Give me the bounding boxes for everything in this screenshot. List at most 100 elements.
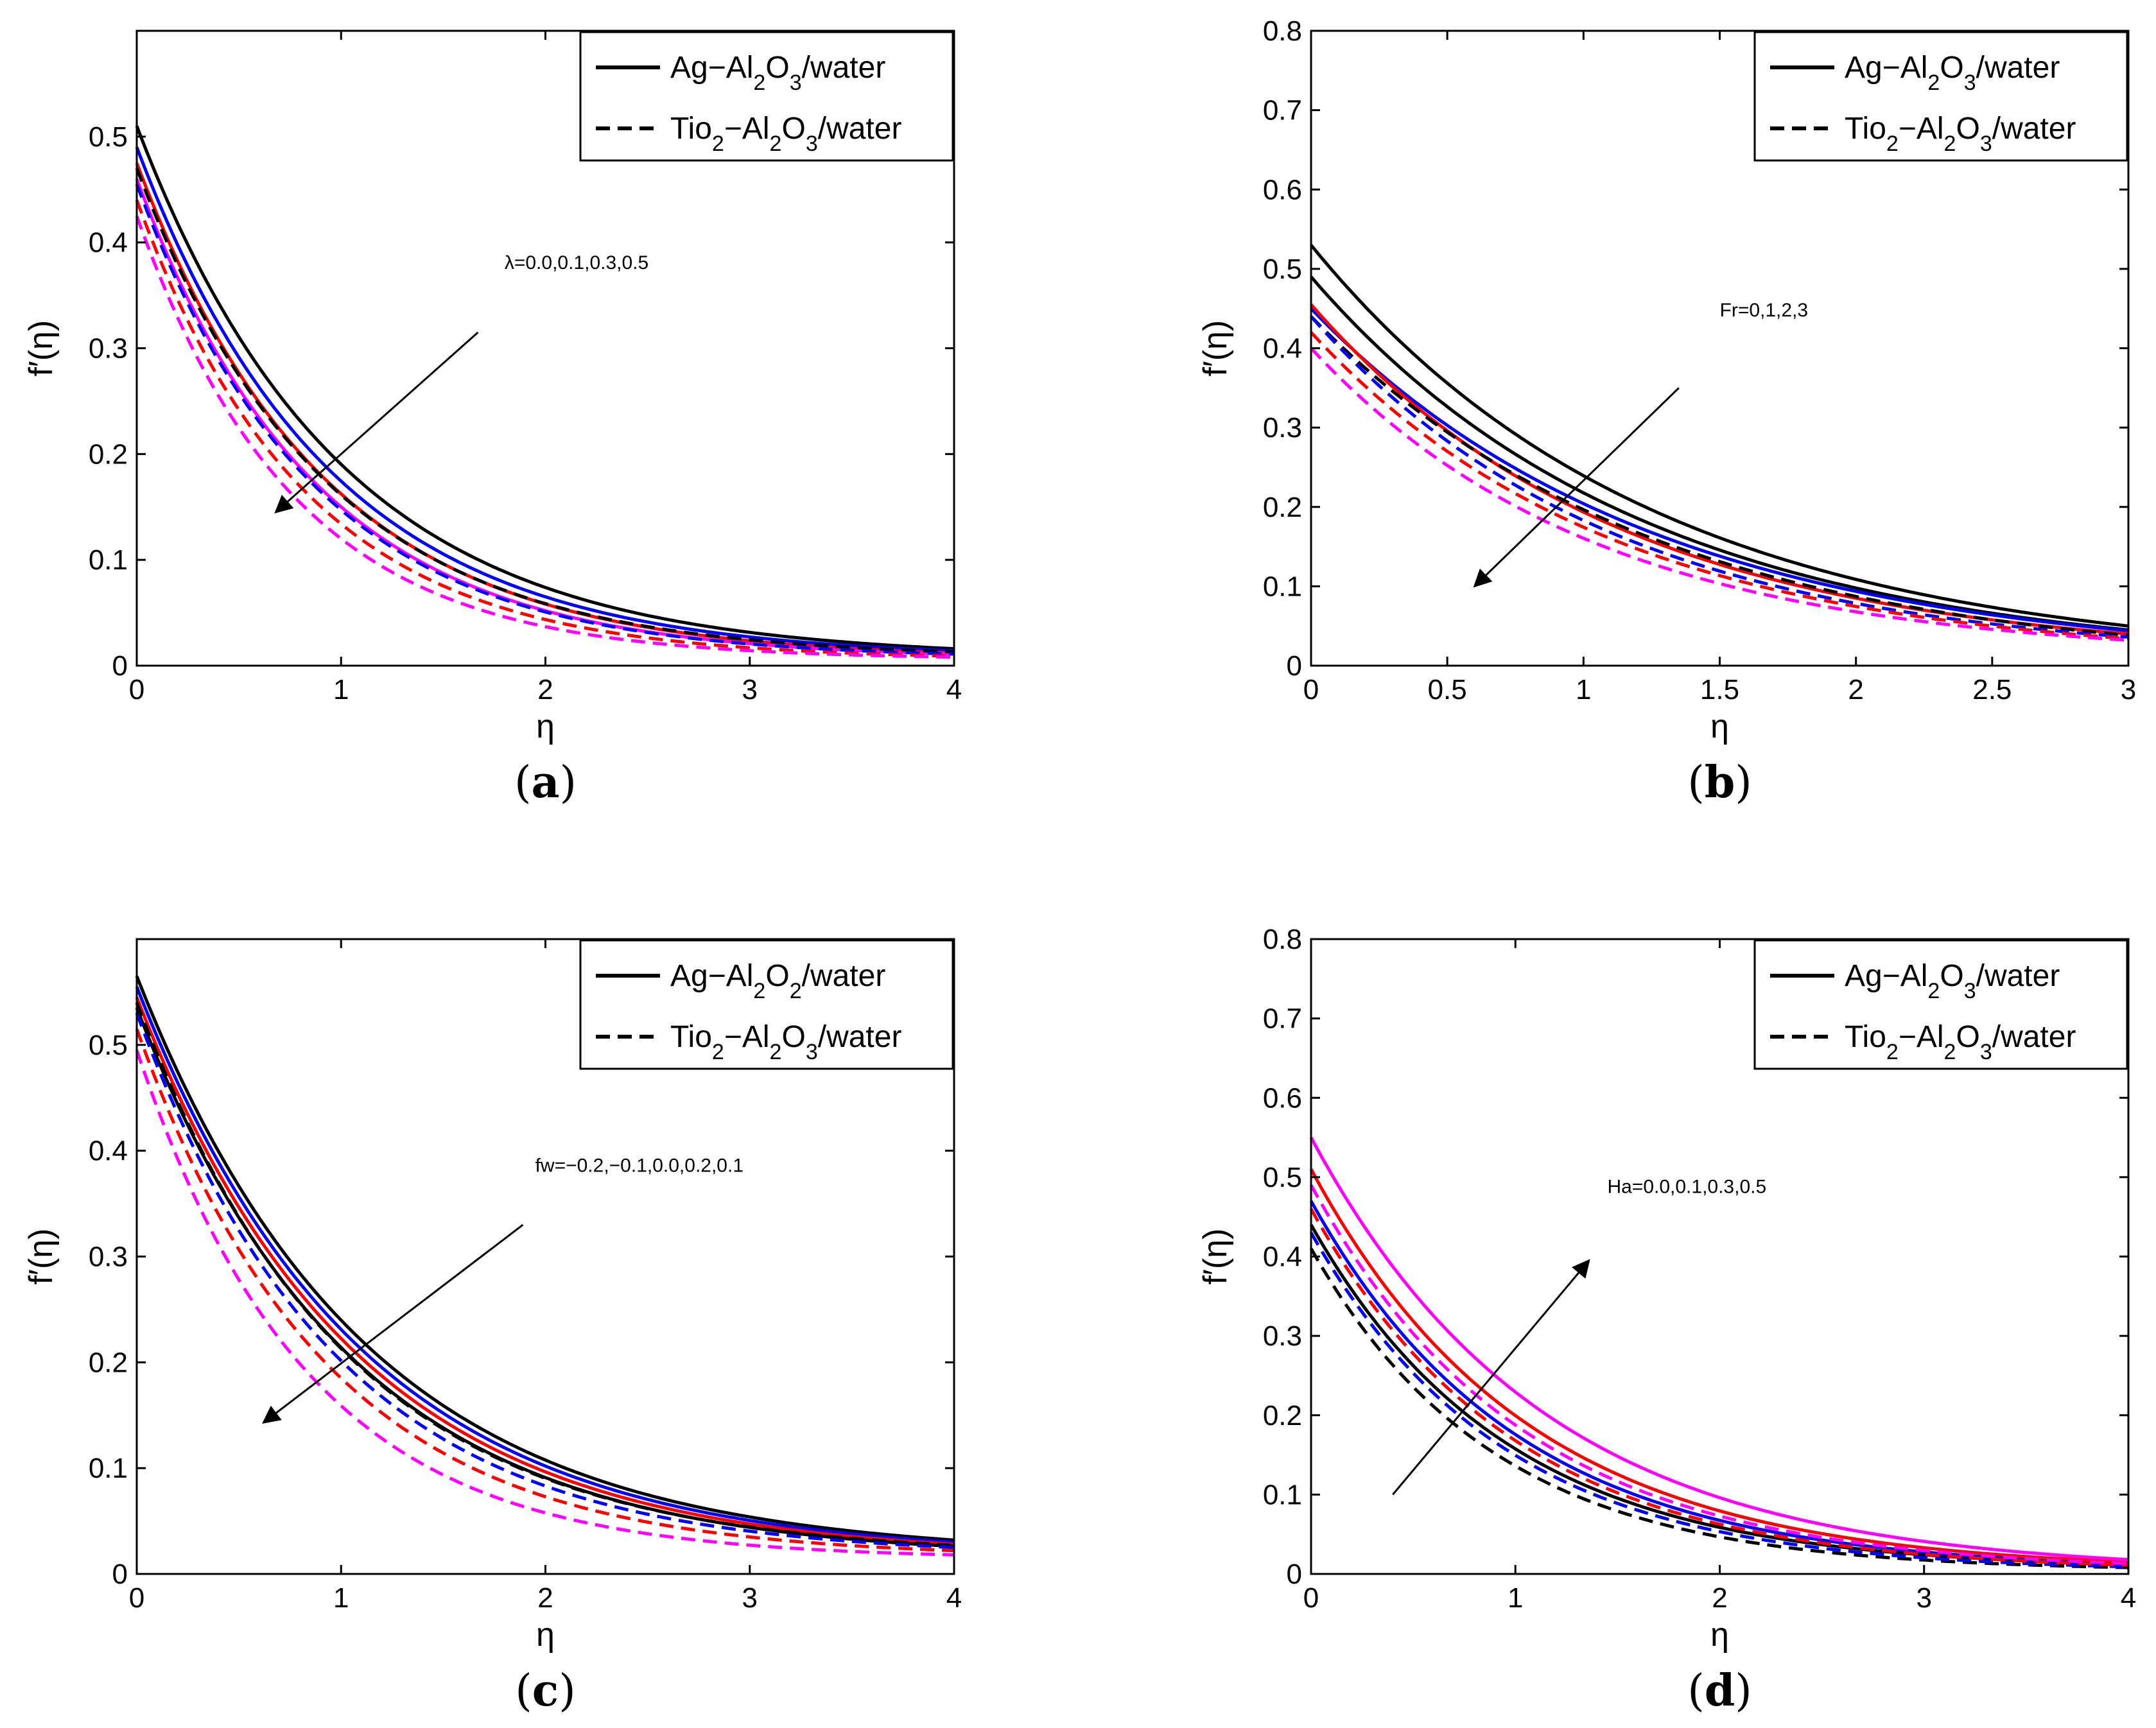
legend-label-part-3: 3 — [1964, 71, 1976, 95]
series-line-7: Tio2-Al2O3 fw=0.2 — [135, 1050, 955, 1557]
y-tick-label: 0.4 — [1263, 1241, 1302, 1273]
y-tick-label: 0.8 — [1263, 924, 1302, 955]
series-line-5: Tio2-Al2O3 Ha=0.1 — [1309, 1232, 2129, 1569]
series-line-2: Ag-Al2O3 fw=0.0 — [135, 996, 955, 1546]
caption-letter: a — [531, 757, 559, 808]
x-tick-label: 4 — [946, 674, 962, 705]
legend-label-part-0: Ag−Al — [1845, 959, 1927, 993]
caption-close: ) — [1735, 1666, 1752, 1716]
y-tick-label: 0.1 — [1263, 1479, 1302, 1510]
legend-label-part-2: −Al — [724, 112, 770, 146]
legend-label-part-0: Ag−Al — [670, 959, 753, 993]
x-axis-label: η — [536, 1616, 555, 1654]
legend: Ag−Al2O3/waterAg−Al2O3/waterTio2−Al2O3/w… — [579, 31, 954, 162]
legend-label-part-5: 3 — [806, 1040, 818, 1064]
legend-label-part-4: /water — [1976, 959, 2060, 993]
series-line-1: Ag-Al2O3 Fr=1 — [1310, 275, 2129, 632]
series-line-7: Tio2-Al2O3 λ=0.5 — [135, 215, 955, 659]
y-tick-label: 0.3 — [1263, 412, 1302, 444]
series-line-0: Ag-Al2O3 λ=0.0 — [135, 125, 955, 651]
legend-label-part-3: 3 — [1964, 979, 1976, 1003]
series-line-0: Ag-Al2O3 Fr=0 — [1310, 244, 2129, 628]
caption-letter: b — [1705, 757, 1735, 808]
y-tick-label: 0.1 — [89, 544, 128, 576]
legend-label-part-1: 2 — [1886, 132, 1899, 156]
legend-label-part-3: 2 — [1944, 132, 1956, 156]
panel-a: Ag-Al2O3 λ=0.0Ag-Al2O3 λ=0.1Ag-Al2O3 λ=0… — [22, 30, 962, 808]
y-tick-label: 0.7 — [1263, 95, 1302, 126]
panel-c: Ag-Al2O3 fw=-0.2Ag-Al2O3 fw=-0.1Ag-Al2O3… — [22, 938, 962, 1716]
x-tick-label: 0 — [129, 1582, 144, 1614]
y-tick-label: 0.4 — [89, 1136, 128, 1167]
legend-label-part-3: 2 — [770, 1040, 782, 1064]
legend-box — [1753, 31, 2128, 162]
legend-label-part-3: 2 — [790, 979, 802, 1003]
x-tick-label: 3 — [2121, 674, 2136, 705]
legend-label-part-1: 2 — [712, 1040, 724, 1064]
y-axis-label: f′(η) — [1197, 1229, 1234, 1285]
annotation-arrow — [274, 331, 479, 514]
x-tick-label: 2 — [537, 1582, 553, 1614]
legend-label: Ag−Al2O3/waterAg−Al2O3/water — [1845, 51, 2060, 95]
series-line-6: Tio2-Al2O3 Fr=2 — [1310, 331, 2129, 641]
y-tick-label: 0.3 — [89, 333, 128, 365]
caption-open: ( — [515, 1666, 532, 1716]
legend-label-part-0: Tio — [670, 112, 712, 146]
legend-label-part-6: /water — [1992, 112, 2076, 146]
x-tick-label: 3 — [742, 1582, 758, 1614]
y-tick-label: 0.6 — [1263, 174, 1302, 205]
series-line-4: Tio2-Al2O3 fw=-0.2 — [135, 1002, 955, 1547]
series-line-0: Ag-Al2O3 fw=-0.2 — [135, 975, 955, 1542]
legend-label-part-2: O — [1940, 959, 1963, 993]
x-tick-label: 2 — [1848, 674, 1863, 705]
legend-label-part-5: 3 — [1980, 132, 1992, 156]
legend-label-part-4: O — [1956, 112, 1979, 146]
legend-label-part-0: Tio — [1845, 112, 1886, 146]
legend-label-part-4: /water — [802, 51, 886, 85]
annotation-text: Fr=0,1,2,3 — [1720, 300, 1809, 321]
y-tick-label: 0 — [112, 1559, 128, 1590]
series-line-2: Ag-Al2O3 Ha=0.3 — [1309, 1168, 2129, 1564]
x-tick-label: 4 — [2121, 1582, 2136, 1614]
y-tick-label: 0 — [112, 650, 128, 682]
legend-label-part-3: 2 — [1944, 1040, 1956, 1064]
y-tick-label: 0.5 — [89, 121, 128, 153]
x-tick-label: 0 — [1303, 674, 1319, 705]
legend-label-part-3: 3 — [790, 71, 802, 95]
legend-label-part-2: O — [1940, 51, 1963, 85]
legend-label-part-4: O — [1956, 1020, 1979, 1054]
x-tick-label: 2.5 — [1972, 674, 2012, 705]
caption-letter: c — [532, 1665, 559, 1716]
y-tick-label: 0.2 — [1263, 1400, 1302, 1431]
legend-label: Ag−Al2O2/waterAg−Al2O2/water — [670, 959, 885, 1003]
x-tick-label: 1 — [333, 674, 349, 705]
legend-box — [579, 939, 954, 1070]
legend-label-part-4: /water — [802, 959, 886, 993]
annotation-text: fw=−0.2,−0.1,0.0,0.2,0.1 — [535, 1155, 743, 1177]
annotation-arrow — [1392, 1259, 1590, 1496]
x-axis-label: η — [1710, 708, 1729, 745]
annotation-text: λ=0.0,0.1,0.3,0.5 — [505, 252, 648, 273]
series-line-3: Ag-Al2O3 Ha=0.5 — [1309, 1136, 2129, 1562]
x-tick-label: 0 — [129, 674, 144, 705]
caption-close: ) — [560, 757, 577, 808]
series-line-5: Tio2-Al2O3 Fr=1 — [1310, 315, 2129, 639]
caption-open: ( — [1687, 757, 1705, 808]
legend-label-part-2: −Al — [1899, 1020, 1944, 1054]
legend-box — [579, 31, 954, 162]
legend-label-part-6: /water — [1992, 1020, 2076, 1054]
y-tick-label: 0.2 — [1263, 492, 1302, 523]
legend-label-part-1: 2 — [1886, 1040, 1899, 1064]
legend-label-part-2: −Al — [724, 1020, 770, 1054]
legend-label-part-2: O — [765, 959, 789, 993]
caption-letter: d — [1705, 1665, 1735, 1716]
y-tick-label: 0 — [1287, 650, 1302, 682]
x-tick-label: 3 — [1917, 1582, 1932, 1614]
legend: Ag−Al2O3/waterAg−Al2O3/waterTio2−Al2O3/w… — [1753, 31, 2128, 162]
legend: Ag−Al2O2/waterAg−Al2O2/waterTio2−Al2O3/w… — [579, 939, 954, 1070]
series-line-4: Tio2-Al2O3 Fr=0 — [1310, 315, 2129, 637]
legend-label-part-5: 3 — [806, 132, 818, 156]
